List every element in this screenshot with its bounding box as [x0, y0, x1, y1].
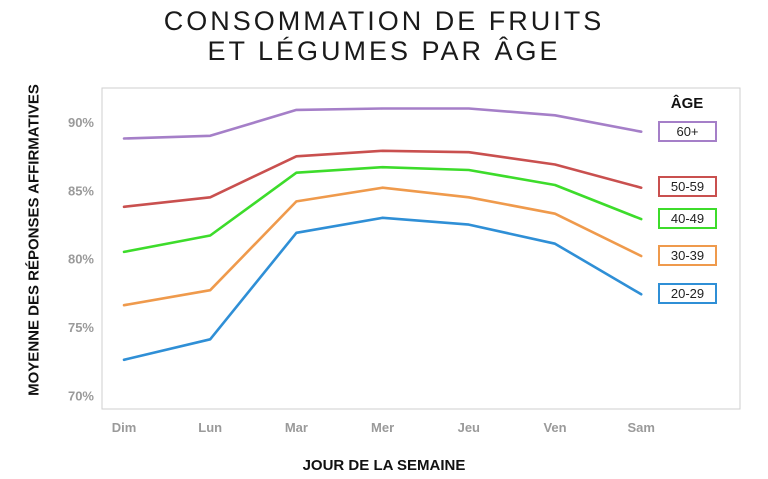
x-tick-label: Mer: [371, 420, 394, 435]
x-tick-label: Jeu: [458, 420, 480, 435]
series-line-50-59: [122, 149, 643, 209]
chart-title-line-1: CONSOMMATION DE FRUITS: [163, 6, 605, 36]
legend-label-40-49: 40-49: [671, 211, 704, 226]
legend-box-60+: [658, 121, 717, 142]
y-tick-label: 85%: [68, 183, 94, 198]
legend-box-50-59: [658, 176, 717, 197]
legend-box-20-29: [658, 283, 717, 304]
plot-frame: [101, 87, 741, 410]
legend-box-40-49: [658, 208, 717, 229]
legend-label-30-39: 30-39: [671, 248, 704, 263]
y-tick-label: 80%: [68, 252, 94, 267]
x-tick-label: Sam: [627, 420, 654, 435]
legend-box-30-39: [658, 245, 717, 266]
y-tick-label: 90%: [68, 115, 94, 130]
x-tick-label: Ven: [543, 420, 566, 435]
x-tick-label: Mar: [285, 420, 308, 435]
chart-title-line-2: ET LÉGUMES PAR ÂGE: [207, 36, 561, 66]
x-axis-label: JOUR DE LA SEMAINE: [302, 457, 466, 474]
y-tick-label: 70%: [68, 388, 94, 403]
y-tick-label: 75%: [68, 320, 94, 335]
legend-label-60+: 60+: [676, 124, 698, 139]
legend-label-20-29: 20-29: [671, 286, 704, 301]
legend-title: ÂGE: [671, 94, 704, 112]
x-tick-label: Dim: [112, 420, 137, 435]
x-tick-label: Lun: [198, 420, 222, 435]
series-line-30-39: [122, 186, 643, 307]
series-line-40-49: [122, 165, 643, 254]
series-line-60+: [122, 107, 643, 140]
legend-label-50-59: 50-59: [671, 179, 704, 194]
series-line-20-29: [122, 216, 643, 362]
